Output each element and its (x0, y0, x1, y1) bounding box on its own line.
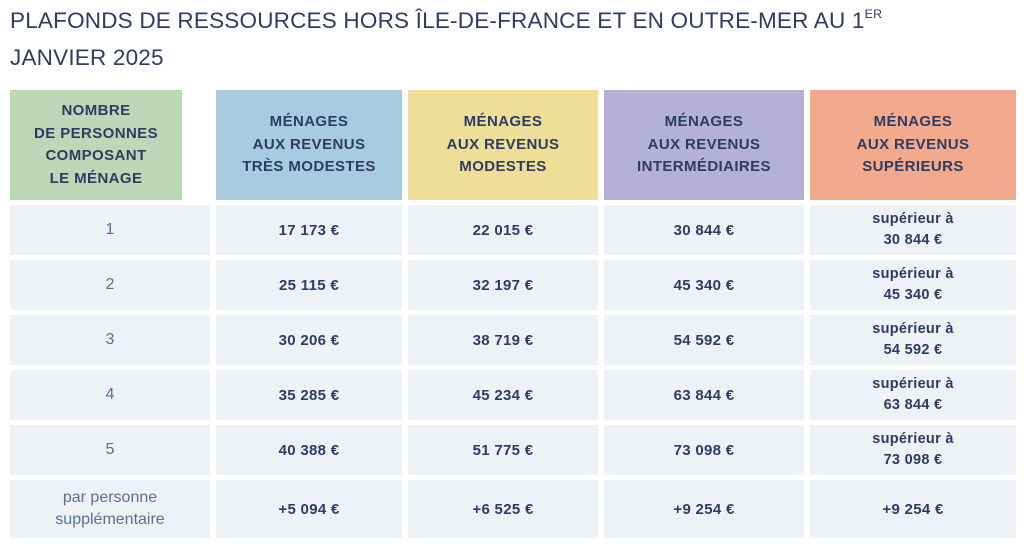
row-label-cell: 2 (10, 260, 210, 310)
page-title-line1: PLAFONDS DE RESSOURCES HORS ÎLE-DE-FRANC… (10, 8, 865, 33)
value-cell: 32 197 € (408, 260, 598, 310)
value-cell: 25 115 € (216, 260, 402, 310)
row-label-cell: 1 (10, 205, 210, 255)
value-cell: +6 525 € (408, 480, 598, 538)
value-cell: 45 340 € (604, 260, 804, 310)
value-cell: 73 098 € (604, 425, 804, 475)
value-cell: supérieur à 30 844 € (810, 205, 1016, 255)
value-cell: 63 844 € (604, 370, 804, 420)
column-header-intermediate-incomes: MÉNAGES AUX REVENUS INTERMÉDIAIRES (604, 90, 804, 200)
value-cell: 35 285 € (216, 370, 402, 420)
value-cell: supérieur à 45 340 € (810, 260, 1016, 310)
column-header-modest-incomes: MÉNAGES AUX REVENUS MODESTES (408, 90, 598, 200)
value-cell: +9 254 € (604, 480, 804, 538)
row-label-cell: 4 (10, 370, 210, 420)
row-label-cell: 3 (10, 315, 210, 365)
value-cell: supérieur à 54 592 € (810, 315, 1016, 365)
value-cell: 30 844 € (604, 205, 804, 255)
row-label-cell: par personne supplémentaire (10, 480, 210, 538)
value-cell: 22 015 € (408, 205, 598, 255)
value-cell: +5 094 € (216, 480, 402, 538)
value-cell: 30 206 € (216, 315, 402, 365)
page-title: PLAFONDS DE RESSOURCES HORS ÎLE-DE-FRANC… (10, 2, 1014, 76)
row-label-cell: 5 (10, 425, 210, 475)
value-cell: +9 254 € (810, 480, 1016, 538)
value-cell: 45 234 € (408, 370, 598, 420)
column-header-very-modest-incomes: MÉNAGES AUX REVENUS TRÈS MODESTES (216, 90, 402, 200)
column-header-higher-incomes: MÉNAGES AUX REVENUS SUPÉRIEURS (810, 90, 1016, 200)
page-title-superscript: ER (864, 6, 883, 21)
value-cell: supérieur à 63 844 € (810, 370, 1016, 420)
value-cell: 17 173 € (216, 205, 402, 255)
value-cell: 54 592 € (604, 315, 804, 365)
value-cell: supérieur à 73 098 € (810, 425, 1016, 475)
value-cell: 38 719 € (408, 315, 598, 365)
value-cell: 40 388 € (216, 425, 402, 475)
page-title-line2: JANVIER 2025 (10, 45, 164, 70)
column-header-household-size: NOMBRE DE PERSONNES COMPOSANT LE MÉNAGE (10, 90, 182, 200)
value-cell: 51 775 € (408, 425, 598, 475)
income-ceiling-table: NOMBRE DE PERSONNES COMPOSANT LE MÉNAGE … (10, 90, 1016, 538)
